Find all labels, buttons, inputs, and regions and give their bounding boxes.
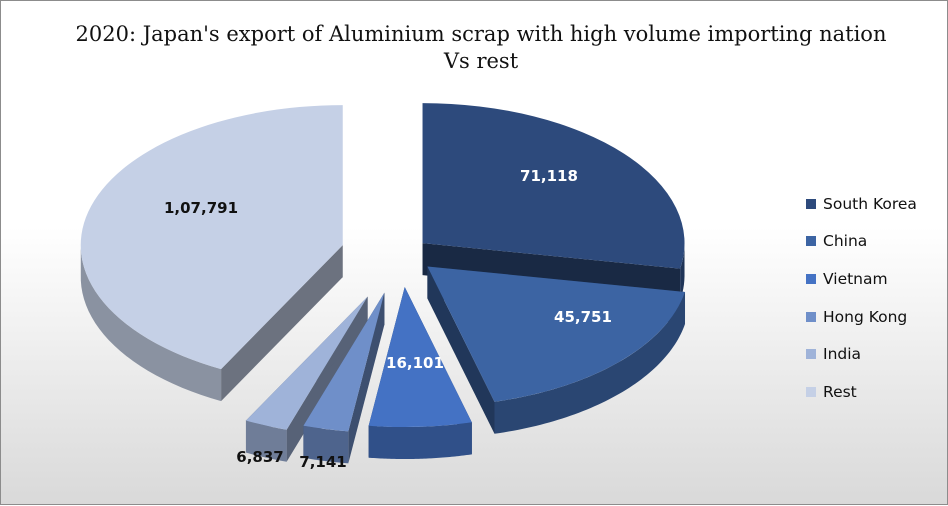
data-label-hong-kong: 7,141 [299,453,346,471]
data-label-south-korea: 71,118 [520,167,578,185]
legend-item-vietnam: Vietnam [806,260,917,298]
slice-rim [368,422,472,460]
legend-label: Vietnam [823,269,888,288]
legend-item-hong-kong: Hong Kong [806,298,917,336]
legend-item-china: China [806,223,917,261]
legend-item-rest: Rest [806,373,917,411]
legend-label: Hong Kong [823,307,908,326]
legend-swatch [806,273,816,284]
legend-label: India [823,345,862,364]
legend-swatch [806,198,816,209]
legend-label: China [823,232,868,251]
data-label-china: 45,751 [554,308,612,326]
slice-top [80,105,343,370]
legend-swatch [806,349,816,360]
legend-swatch [806,236,816,247]
chart-title: 2020: Japan's export of Aluminium scrap … [75,22,887,73]
legend-item-india: India [806,335,917,373]
legend-label: South Korea [823,194,917,213]
pie-slice-hong-kong [303,292,385,464]
legend-swatch [806,386,816,397]
legend-item-south-korea: South Korea [806,185,917,223]
slice-rim [680,244,685,301]
legend-label: Rest [823,382,857,401]
slice-top [368,287,472,428]
slice-side-wall [221,245,343,402]
slice-top [422,103,685,269]
slice-top [427,266,686,402]
slice-side-wall [427,266,495,434]
legend-swatch [806,311,816,322]
data-label-india: 6,837 [236,448,283,466]
data-label-rest: 1,07,791 [164,199,238,217]
pie-slice-china [427,266,686,434]
legend: South Korea China Vietnam Hong Kong India Res… [806,185,917,411]
slice-top [245,296,368,430]
slice-rim [303,425,349,464]
slice-rim [80,242,222,402]
pie-slice-rest [80,105,343,402]
slice-rim [245,420,287,462]
slice-rim [494,291,686,434]
data-label-vietnam: 16,101 [386,354,444,372]
slice-top [303,292,385,432]
pie-slice-vietnam [368,287,472,460]
